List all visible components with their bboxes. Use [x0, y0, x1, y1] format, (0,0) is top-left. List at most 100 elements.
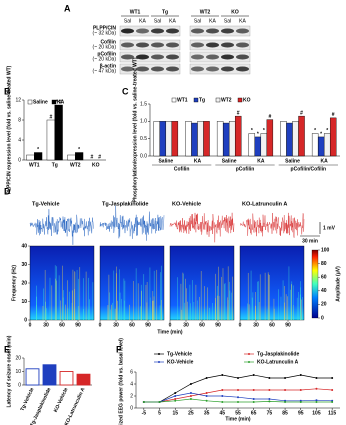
panel-label: C	[122, 86, 129, 96]
y-axis-label: Phosphorylation/expression level (fold v…	[132, 57, 138, 202]
x-tick-label: 0	[99, 322, 102, 328]
x-tick-label: 30	[253, 322, 259, 328]
legend-label: KO	[243, 97, 251, 103]
legend-label: Tg-Vehicle	[167, 351, 192, 357]
series-point	[189, 398, 192, 400]
bar	[165, 121, 173, 157]
blot-strip	[119, 25, 181, 37]
blot-band	[206, 42, 219, 48]
panel-title: Tg-Vehicle	[32, 201, 60, 207]
y-tick-label: 40	[21, 243, 27, 249]
colorbar	[311, 249, 319, 319]
significance-mark: *	[78, 147, 80, 153]
x-tick-label: 5	[158, 410, 161, 416]
series-point	[142, 401, 145, 403]
blot-row-size: (~ 20 kDa)	[93, 56, 117, 62]
series-point	[205, 392, 208, 394]
series-point	[252, 398, 255, 400]
y-tick-label: 10	[21, 299, 27, 305]
y-tick-label: 10	[15, 369, 21, 375]
series-point	[205, 377, 208, 379]
series-point	[221, 389, 224, 391]
bar	[280, 121, 287, 157]
bar	[286, 122, 293, 157]
x-tick-label: KA	[194, 158, 202, 164]
bar	[317, 136, 325, 157]
x-tick-label: 0	[169, 322, 172, 328]
bar	[260, 133, 268, 157]
x-tick-label: -5	[142, 410, 147, 416]
x-tick-label: 30	[183, 322, 189, 328]
y-tick-label: 4	[130, 381, 133, 387]
y-tick-label: 8	[18, 117, 21, 123]
blot-strip	[119, 39, 181, 51]
x-tick-label: 30	[43, 322, 49, 328]
series-point	[237, 396, 239, 399]
x-tick-label: Tg-Vehicle	[20, 387, 36, 412]
bar	[323, 133, 331, 157]
bar	[266, 119, 274, 157]
x-tick-label: 115	[328, 410, 336, 416]
blot-band	[236, 28, 249, 34]
x-tick-label: 45	[220, 410, 226, 416]
blot-band	[221, 66, 234, 72]
legend-swatch	[237, 97, 243, 103]
blot-row-name: Cofilin	[100, 39, 116, 45]
bar	[329, 117, 337, 157]
series-point	[252, 401, 255, 403]
spectrogram	[29, 245, 95, 321]
blot-band	[166, 54, 179, 60]
series-point	[284, 389, 287, 391]
blot-row-size: (~ 47 kDa)	[93, 68, 117, 74]
blot-band	[221, 28, 234, 34]
series-point	[315, 387, 318, 390]
x-tick-label: 85	[282, 410, 288, 416]
blot-band	[121, 28, 134, 34]
x-tick-label: 90	[75, 322, 81, 328]
blot-lane-label: Sal	[224, 18, 231, 24]
blot-strip	[189, 63, 251, 75]
scale-label: 30 min	[302, 238, 318, 244]
x-tick-label: 0	[239, 322, 242, 328]
blot-band	[206, 28, 219, 34]
panel-title: Tg-Jasplakinolide	[102, 201, 148, 207]
x-tick-label: 90	[145, 322, 151, 328]
legend-label: KA	[57, 99, 65, 105]
y-tick-label: 2	[130, 393, 133, 399]
panel-label: B	[4, 86, 11, 96]
y-tick-label: 0.0	[140, 153, 147, 159]
legend-label: Tg	[199, 97, 205, 103]
series-point	[237, 389, 239, 391]
blot-row-name: PLPP/CIN	[93, 25, 116, 31]
blot-lane-label: Sal	[194, 18, 201, 24]
bar	[42, 364, 57, 386]
series-point	[221, 374, 224, 376]
y-axis-label: Latency of seizure onset (min)	[6, 335, 12, 407]
legend-marker	[158, 361, 160, 363]
legend-label: Tg-Jasplakinolide	[257, 351, 299, 357]
bar	[248, 133, 256, 157]
legend-marker	[248, 361, 250, 363]
eeg-trace	[99, 205, 165, 241]
bar	[185, 121, 192, 157]
significance-mark: *	[326, 128, 328, 134]
series-point	[268, 377, 271, 379]
bar	[292, 121, 299, 157]
bar	[59, 371, 74, 386]
x-tick-label: Saline	[285, 158, 300, 164]
x-tick-label: WT1	[29, 162, 40, 168]
blot-band	[166, 42, 179, 48]
series-point	[299, 389, 302, 391]
bar	[197, 121, 204, 157]
panel-title: KO-Vehicle	[172, 201, 201, 207]
blot-band	[151, 28, 164, 34]
significance-mark: #	[49, 114, 52, 120]
bar	[228, 121, 236, 157]
bar	[25, 368, 40, 386]
blot-lane-label: KA	[209, 18, 216, 24]
blot-lane-label: KA	[169, 18, 176, 24]
significance-mark: #	[300, 110, 303, 116]
series-point	[189, 383, 192, 385]
panel-label: A	[64, 3, 71, 13]
